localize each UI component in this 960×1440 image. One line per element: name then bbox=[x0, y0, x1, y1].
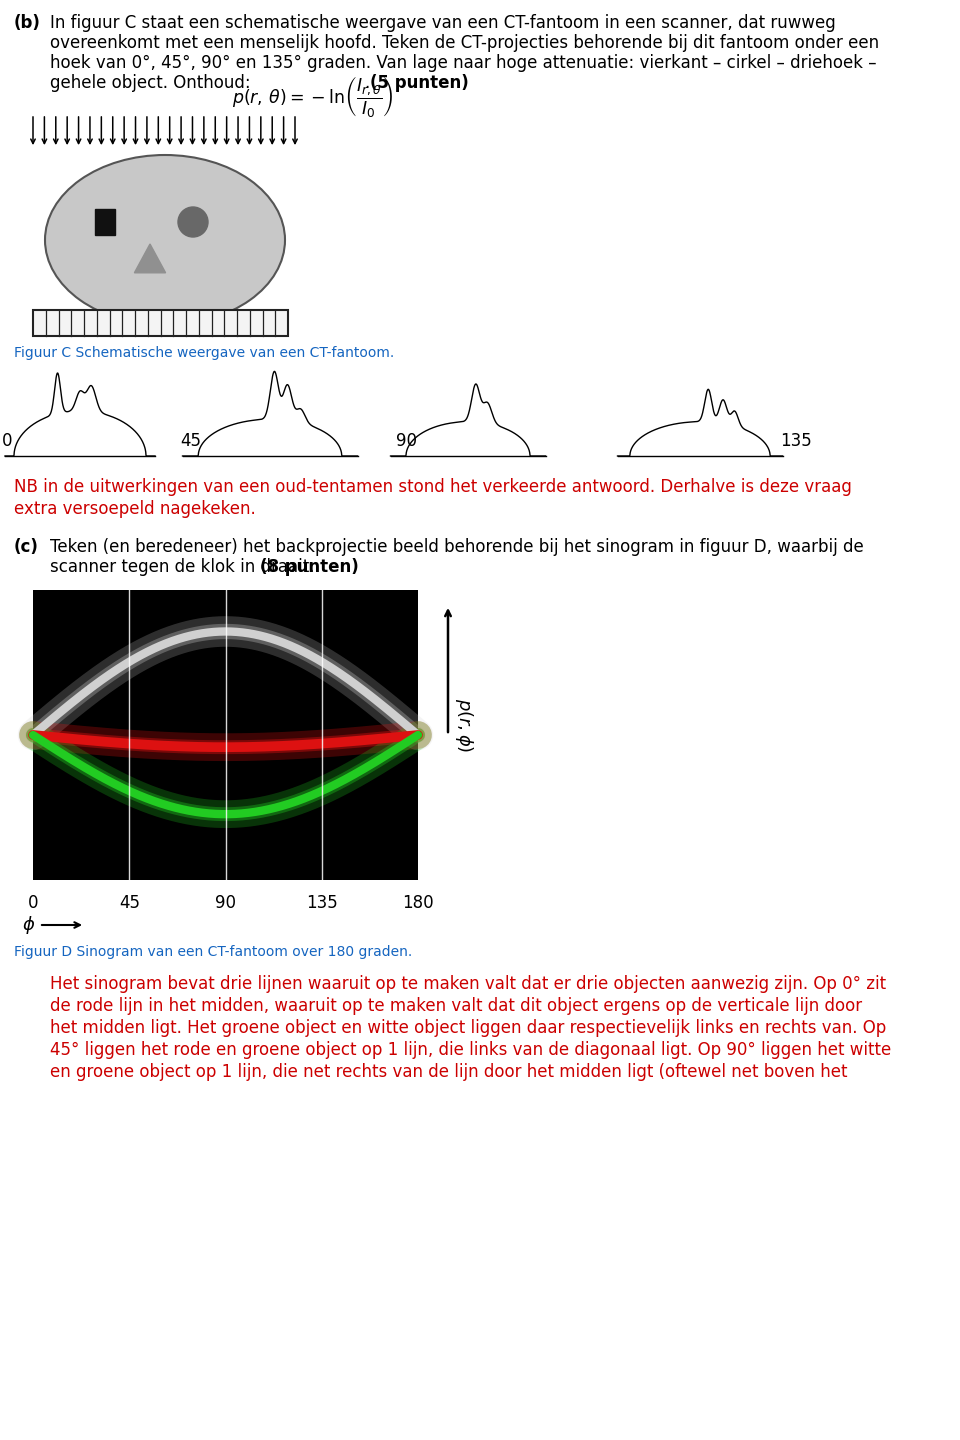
Circle shape bbox=[178, 207, 208, 238]
Text: 90: 90 bbox=[215, 894, 236, 912]
Text: (5 punten): (5 punten) bbox=[370, 73, 468, 92]
Text: NB in de uitwerkingen van een oud-tentamen stond het verkeerde antwoord. Derhalv: NB in de uitwerkingen van een oud-tentam… bbox=[14, 478, 852, 495]
Text: $p(r,\,\theta) = -\ln\!\left(\dfrac{I_{r,\theta}}{I_0}\right)$: $p(r,\,\theta) = -\ln\!\left(\dfrac{I_{r… bbox=[232, 73, 394, 120]
Text: en groene object op 1 lijn, die net rechts van de lijn door het midden ligt (oft: en groene object op 1 lijn, die net rech… bbox=[50, 1063, 848, 1081]
Text: hoek van 0°, 45°, 90° en 135° graden. Van lage naar hoge attenuatie: vierkant – : hoek van 0°, 45°, 90° en 135° graden. Va… bbox=[50, 53, 876, 72]
Text: 0: 0 bbox=[2, 432, 12, 449]
Text: 135: 135 bbox=[306, 894, 338, 912]
Text: extra versoepeld nagekeken.: extra versoepeld nagekeken. bbox=[14, 500, 255, 518]
Text: (8 punten): (8 punten) bbox=[260, 557, 359, 576]
Text: het midden ligt. Het groene object en witte object liggen daar respectievelijk l: het midden ligt. Het groene object en wi… bbox=[50, 1020, 886, 1037]
Text: gehele object. Onthoud:: gehele object. Onthoud: bbox=[50, 73, 256, 92]
Text: 135: 135 bbox=[780, 432, 812, 449]
Text: (b): (b) bbox=[14, 14, 41, 32]
Text: 90: 90 bbox=[396, 432, 417, 449]
Text: .: . bbox=[365, 73, 375, 92]
Bar bbox=[33, 590, 418, 880]
Text: In figuur C staat een schematische weergave van een CT-fantoom in een scanner, d: In figuur C staat een schematische weerg… bbox=[50, 14, 836, 32]
Text: de rode lijn in het midden, waaruit op te maken valt dat dit object ergens op de: de rode lijn in het midden, waaruit op t… bbox=[50, 996, 862, 1015]
Text: 45: 45 bbox=[119, 894, 140, 912]
Text: Figuur C Schematische weergave van een CT-fantoom.: Figuur C Schematische weergave van een C… bbox=[14, 346, 395, 360]
Text: Figuur D Sinogram van een CT-fantoom over 180 graden.: Figuur D Sinogram van een CT-fantoom ove… bbox=[14, 945, 412, 959]
Text: $\phi$: $\phi$ bbox=[22, 914, 36, 936]
Bar bbox=[33, 310, 288, 336]
Ellipse shape bbox=[45, 156, 285, 325]
Text: 45° liggen het rode en groene object op 1 lijn, die links van de diagonaal ligt.: 45° liggen het rode en groene object op … bbox=[50, 1041, 891, 1058]
Text: 180: 180 bbox=[402, 894, 434, 912]
Text: 0: 0 bbox=[28, 894, 38, 912]
Polygon shape bbox=[134, 243, 165, 272]
Text: 45: 45 bbox=[180, 432, 201, 449]
Text: (c): (c) bbox=[14, 539, 38, 556]
Text: Teken (en beredeneer) het backprojectie beeld behorende bij het sinogram in figu: Teken (en beredeneer) het backprojectie … bbox=[50, 539, 864, 556]
Text: scanner tegen de klok in draait.: scanner tegen de klok in draait. bbox=[50, 557, 320, 576]
Text: overeenkomt met een menselijk hoofd. Teken de CT-projecties behorende bij dit fa: overeenkomt met een menselijk hoofd. Tek… bbox=[50, 35, 879, 52]
Text: Het sinogram bevat drie lijnen waaruit op te maken valt dat er drie objecten aan: Het sinogram bevat drie lijnen waaruit o… bbox=[50, 975, 886, 994]
Bar bbox=[95, 209, 115, 235]
Text: $p(r,\phi)$: $p(r,\phi)$ bbox=[453, 698, 475, 752]
